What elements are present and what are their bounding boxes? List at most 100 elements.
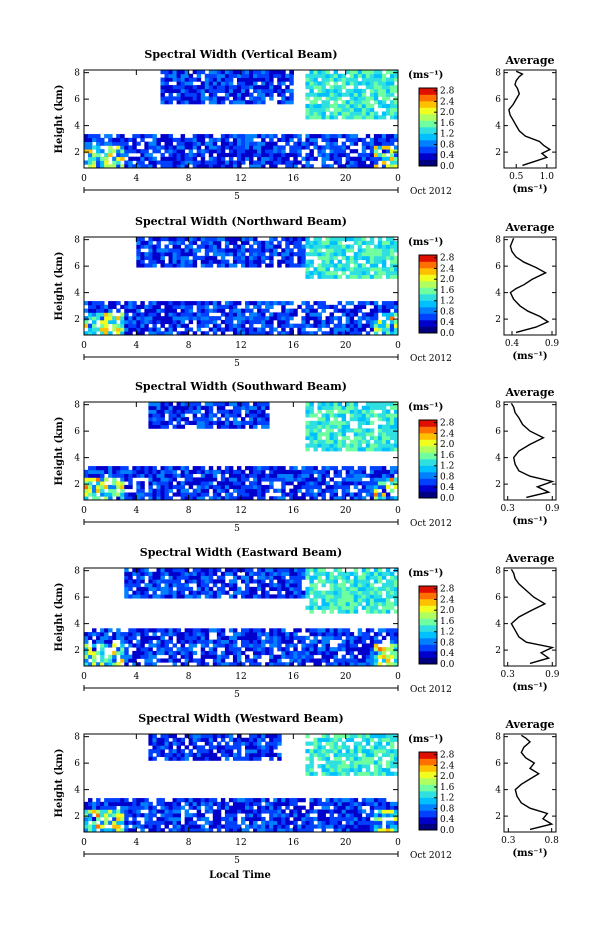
heatmap-cell <box>164 658 169 663</box>
heatmap-cell <box>305 259 310 264</box>
heatmap-cell <box>220 237 226 242</box>
heatmap-cell <box>381 575 387 580</box>
heatmap-cell <box>84 632 89 637</box>
heatmap-cell <box>305 402 310 407</box>
heatmap-cell <box>313 439 318 444</box>
heatmap-cell <box>317 435 322 441</box>
heatmap-cell <box>120 813 125 818</box>
heatmap-cell <box>245 259 250 264</box>
heatmap-cell <box>277 469 282 475</box>
heatmap-cell <box>377 308 383 313</box>
heatmap-cell <box>389 134 395 139</box>
heatmap-cell <box>104 484 109 490</box>
heatmap-cell <box>128 809 133 814</box>
heatmap-cell <box>353 409 359 414</box>
heatmap-cell <box>104 141 109 146</box>
heatmap-cell <box>377 103 383 109</box>
heatmap-cell <box>349 77 355 82</box>
heatmap-cell <box>228 248 234 253</box>
heatmap-cell <box>333 111 339 116</box>
heatmap-cell <box>220 632 226 637</box>
heatmap-cell <box>309 331 314 336</box>
heatmap-cell <box>228 568 234 573</box>
heatmap-cell <box>108 141 113 146</box>
heatmap-cell <box>269 263 274 268</box>
heatmap-cell <box>281 628 286 633</box>
heatmap-cell <box>265 70 270 75</box>
heatmap-cell <box>204 301 210 306</box>
heatmap-cell <box>373 274 379 279</box>
x-tick-label: 8 <box>186 506 192 516</box>
heatmap-cell <box>329 111 334 116</box>
heatmap-cell <box>249 237 254 242</box>
heatmap-cell <box>329 259 334 264</box>
heatmap-cell <box>337 73 343 78</box>
heatmap-cell <box>184 145 190 150</box>
heatmap-cell <box>104 798 109 803</box>
heatmap-cell <box>88 469 93 475</box>
heatmap-cell <box>108 809 113 814</box>
heatmap-cell <box>176 319 182 325</box>
heatmap-cell <box>313 145 318 150</box>
heatmap-cell <box>236 160 242 165</box>
heatmap-cell <box>188 156 194 161</box>
heatmap-cell <box>228 70 234 75</box>
heatmap-cell <box>357 662 363 667</box>
colorbar-swatch <box>419 146 437 154</box>
heatmap-cell <box>353 323 359 328</box>
heatmap-cell <box>381 134 387 139</box>
heatmap-cell <box>164 571 169 576</box>
heatmap-cell <box>341 248 347 253</box>
heatmap-cell <box>152 301 157 306</box>
heatmap-cell <box>212 813 218 818</box>
heatmap-cell <box>369 141 375 146</box>
heatmap-cell <box>124 327 129 332</box>
heatmap-cell <box>188 654 194 659</box>
heatmap-cell <box>345 601 351 607</box>
heatmap-cell <box>124 801 129 807</box>
heatmap-cell <box>168 152 173 158</box>
heatmap-cell <box>112 316 117 321</box>
heatmap-cell <box>160 237 165 242</box>
heatmap-cell <box>301 164 306 169</box>
heatmap-cell <box>393 632 399 637</box>
heatmap-cell <box>124 586 129 592</box>
heatmap-cell <box>269 259 274 264</box>
heatmap-cell <box>385 439 391 444</box>
heatmap-cell <box>297 469 302 475</box>
heatmap-cell <box>285 477 290 482</box>
heatmap-cell <box>120 323 125 328</box>
heatmap-cell <box>373 601 379 607</box>
heatmap-cell <box>204 809 210 814</box>
heatmap-cell <box>345 594 351 599</box>
heatmap-cell <box>377 443 383 448</box>
heatmap-cell <box>261 590 266 595</box>
heatmap-cell <box>381 443 387 448</box>
heatmap-cell <box>269 96 274 101</box>
heatmap-cell <box>164 586 169 592</box>
heatmap-cell <box>257 134 262 139</box>
heatmap-cell <box>389 274 395 279</box>
heatmap-cell <box>196 809 202 814</box>
heatmap-cell <box>144 635 149 641</box>
heatmap-cell <box>136 331 141 336</box>
heatmap-cell <box>132 662 137 667</box>
heatmap-cell <box>305 319 310 325</box>
heatmap-cell <box>140 824 145 829</box>
heatmap-cell <box>393 439 399 444</box>
heatmap-cell <box>361 654 367 659</box>
heatmap-cell <box>176 579 182 584</box>
colorbar-unit: (ms⁻¹) <box>408 70 443 81</box>
heatmap-cell <box>160 647 165 652</box>
heatmap-cell <box>100 312 105 317</box>
heatmap-cell <box>393 402 399 407</box>
heatmap-cell <box>337 164 343 169</box>
heatmap-cell <box>305 270 310 276</box>
heatmap-cell <box>341 267 347 272</box>
heatmap-cell <box>224 327 230 332</box>
heatmap-cell <box>140 492 145 497</box>
heatmap-cell <box>309 312 314 317</box>
heatmap-cell <box>385 255 391 261</box>
average-title: Average <box>504 386 554 399</box>
heatmap-cell <box>180 156 186 161</box>
